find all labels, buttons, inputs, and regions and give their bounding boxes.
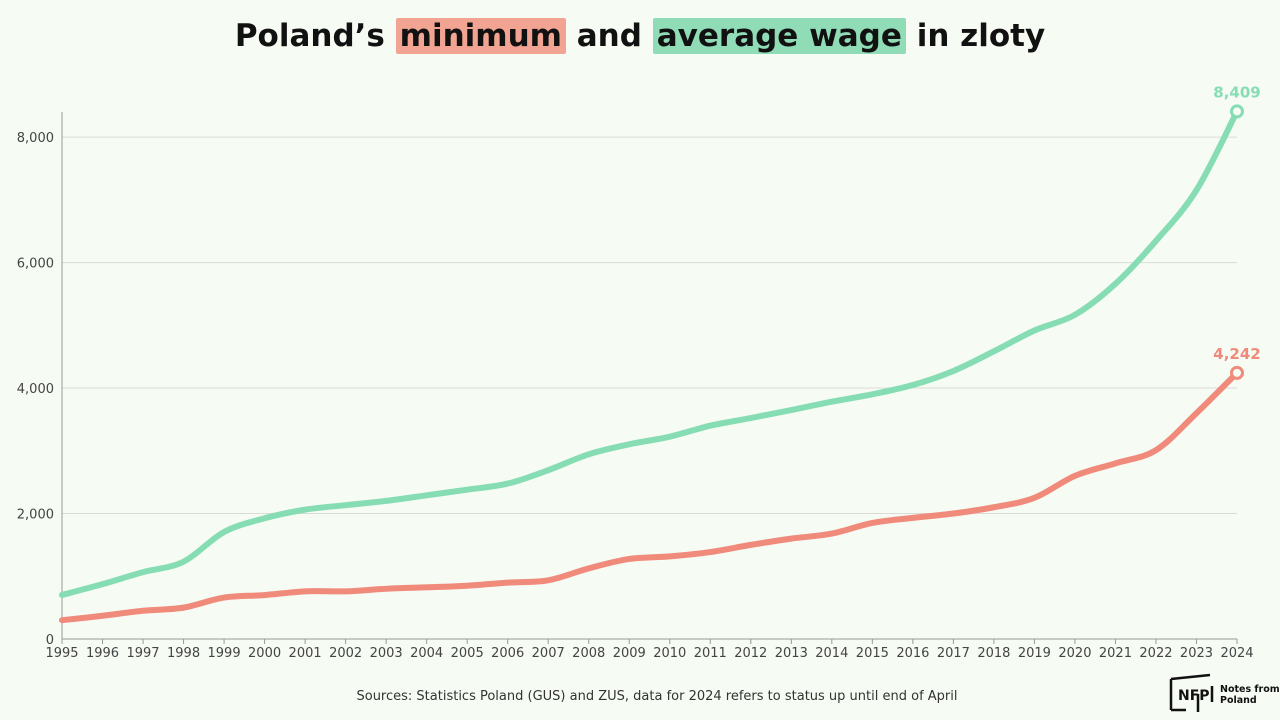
x-tick-label: 2021 bbox=[1099, 646, 1132, 661]
x-tick-label: 2004 bbox=[410, 646, 443, 661]
x-tick-label: 1999 bbox=[208, 646, 241, 661]
title-suffix: in zloty bbox=[916, 18, 1046, 54]
x-tick-label: 2001 bbox=[289, 646, 322, 661]
axes: 0 2,000 4,000 6,000 8,000 1995 1996 1997 1998 199… bbox=[17, 112, 1254, 661]
x-tick-label: 2019 bbox=[1018, 646, 1051, 661]
x-tick-label: 2017 bbox=[937, 646, 970, 661]
series-line-average bbox=[59, 108, 1240, 598]
grid bbox=[62, 136, 1237, 515]
title-highlight-average: average wage bbox=[652, 18, 906, 54]
y-tick-label: 2,000 bbox=[17, 508, 54, 523]
x-tick-label: 2016 bbox=[896, 646, 929, 661]
endpoint-marker-minimum bbox=[1230, 365, 1244, 380]
x-tick-label: 2005 bbox=[451, 646, 484, 661]
series-line-minimum bbox=[59, 369, 1240, 624]
nfp-logo-text: Notes from Poland bbox=[1220, 684, 1280, 706]
x-tick-label: 2002 bbox=[329, 646, 362, 661]
title-highlight-minimum: minimum bbox=[395, 18, 566, 54]
chart-title: Poland’s minimum and average wage in zlo… bbox=[0, 18, 1280, 54]
title-middle: and bbox=[576, 18, 642, 54]
end-value-label-minimum: 4,242 bbox=[1213, 345, 1260, 363]
x-tick-label: 1995 bbox=[45, 646, 78, 661]
x-tick-label: 2022 bbox=[1139, 646, 1172, 661]
x-tick-label: 2023 bbox=[1180, 646, 1213, 661]
y-tick-label: 6,000 bbox=[17, 257, 54, 272]
x-tick-label: 1997 bbox=[126, 646, 159, 661]
source-note: Sources: Statistics Poland (GUS) and ZUS… bbox=[356, 689, 958, 704]
x-tick-label: 2000 bbox=[248, 646, 281, 661]
x-tick-label: 2011 bbox=[694, 646, 727, 661]
y-tick-label: 8,000 bbox=[17, 131, 54, 146]
end-value-label-average: 8,409 bbox=[1213, 83, 1260, 101]
x-tick-label: 2003 bbox=[370, 646, 403, 661]
x-tick-label: 2015 bbox=[856, 646, 889, 661]
x-tick-label: 2010 bbox=[653, 646, 686, 661]
nfp-logo-mark: NFP bbox=[1169, 673, 1214, 712]
series bbox=[59, 104, 1244, 624]
x-tick-label: 2008 bbox=[572, 646, 605, 661]
x-tick-label: 2020 bbox=[1058, 646, 1091, 661]
title-prefix: Poland’s bbox=[234, 18, 385, 54]
x-tick-label: 2024 bbox=[1220, 646, 1253, 661]
nfp-logo: NFP Notes from Poland bbox=[1168, 670, 1280, 716]
y-tick-label: 4,000 bbox=[17, 382, 54, 397]
x-tick-label: 2014 bbox=[815, 646, 848, 661]
x-tick-label: 2013 bbox=[775, 646, 808, 661]
nfp-logo-letters: NFP bbox=[1178, 688, 1210, 704]
x-tick-label: 2012 bbox=[734, 646, 767, 661]
x-tick-label: 1996 bbox=[86, 646, 119, 661]
x-tick-label: 2007 bbox=[532, 646, 565, 661]
x-tick-label: 2009 bbox=[613, 646, 646, 661]
x-tick-label: 2018 bbox=[977, 646, 1010, 661]
x-tick-label: 1998 bbox=[167, 646, 200, 661]
endpoint-marker-average bbox=[1230, 104, 1244, 119]
data-labels: 8,409 4,242 bbox=[1213, 83, 1260, 362]
x-tick-label: 2006 bbox=[491, 646, 524, 661]
y-tick-label: 0 bbox=[46, 633, 54, 648]
